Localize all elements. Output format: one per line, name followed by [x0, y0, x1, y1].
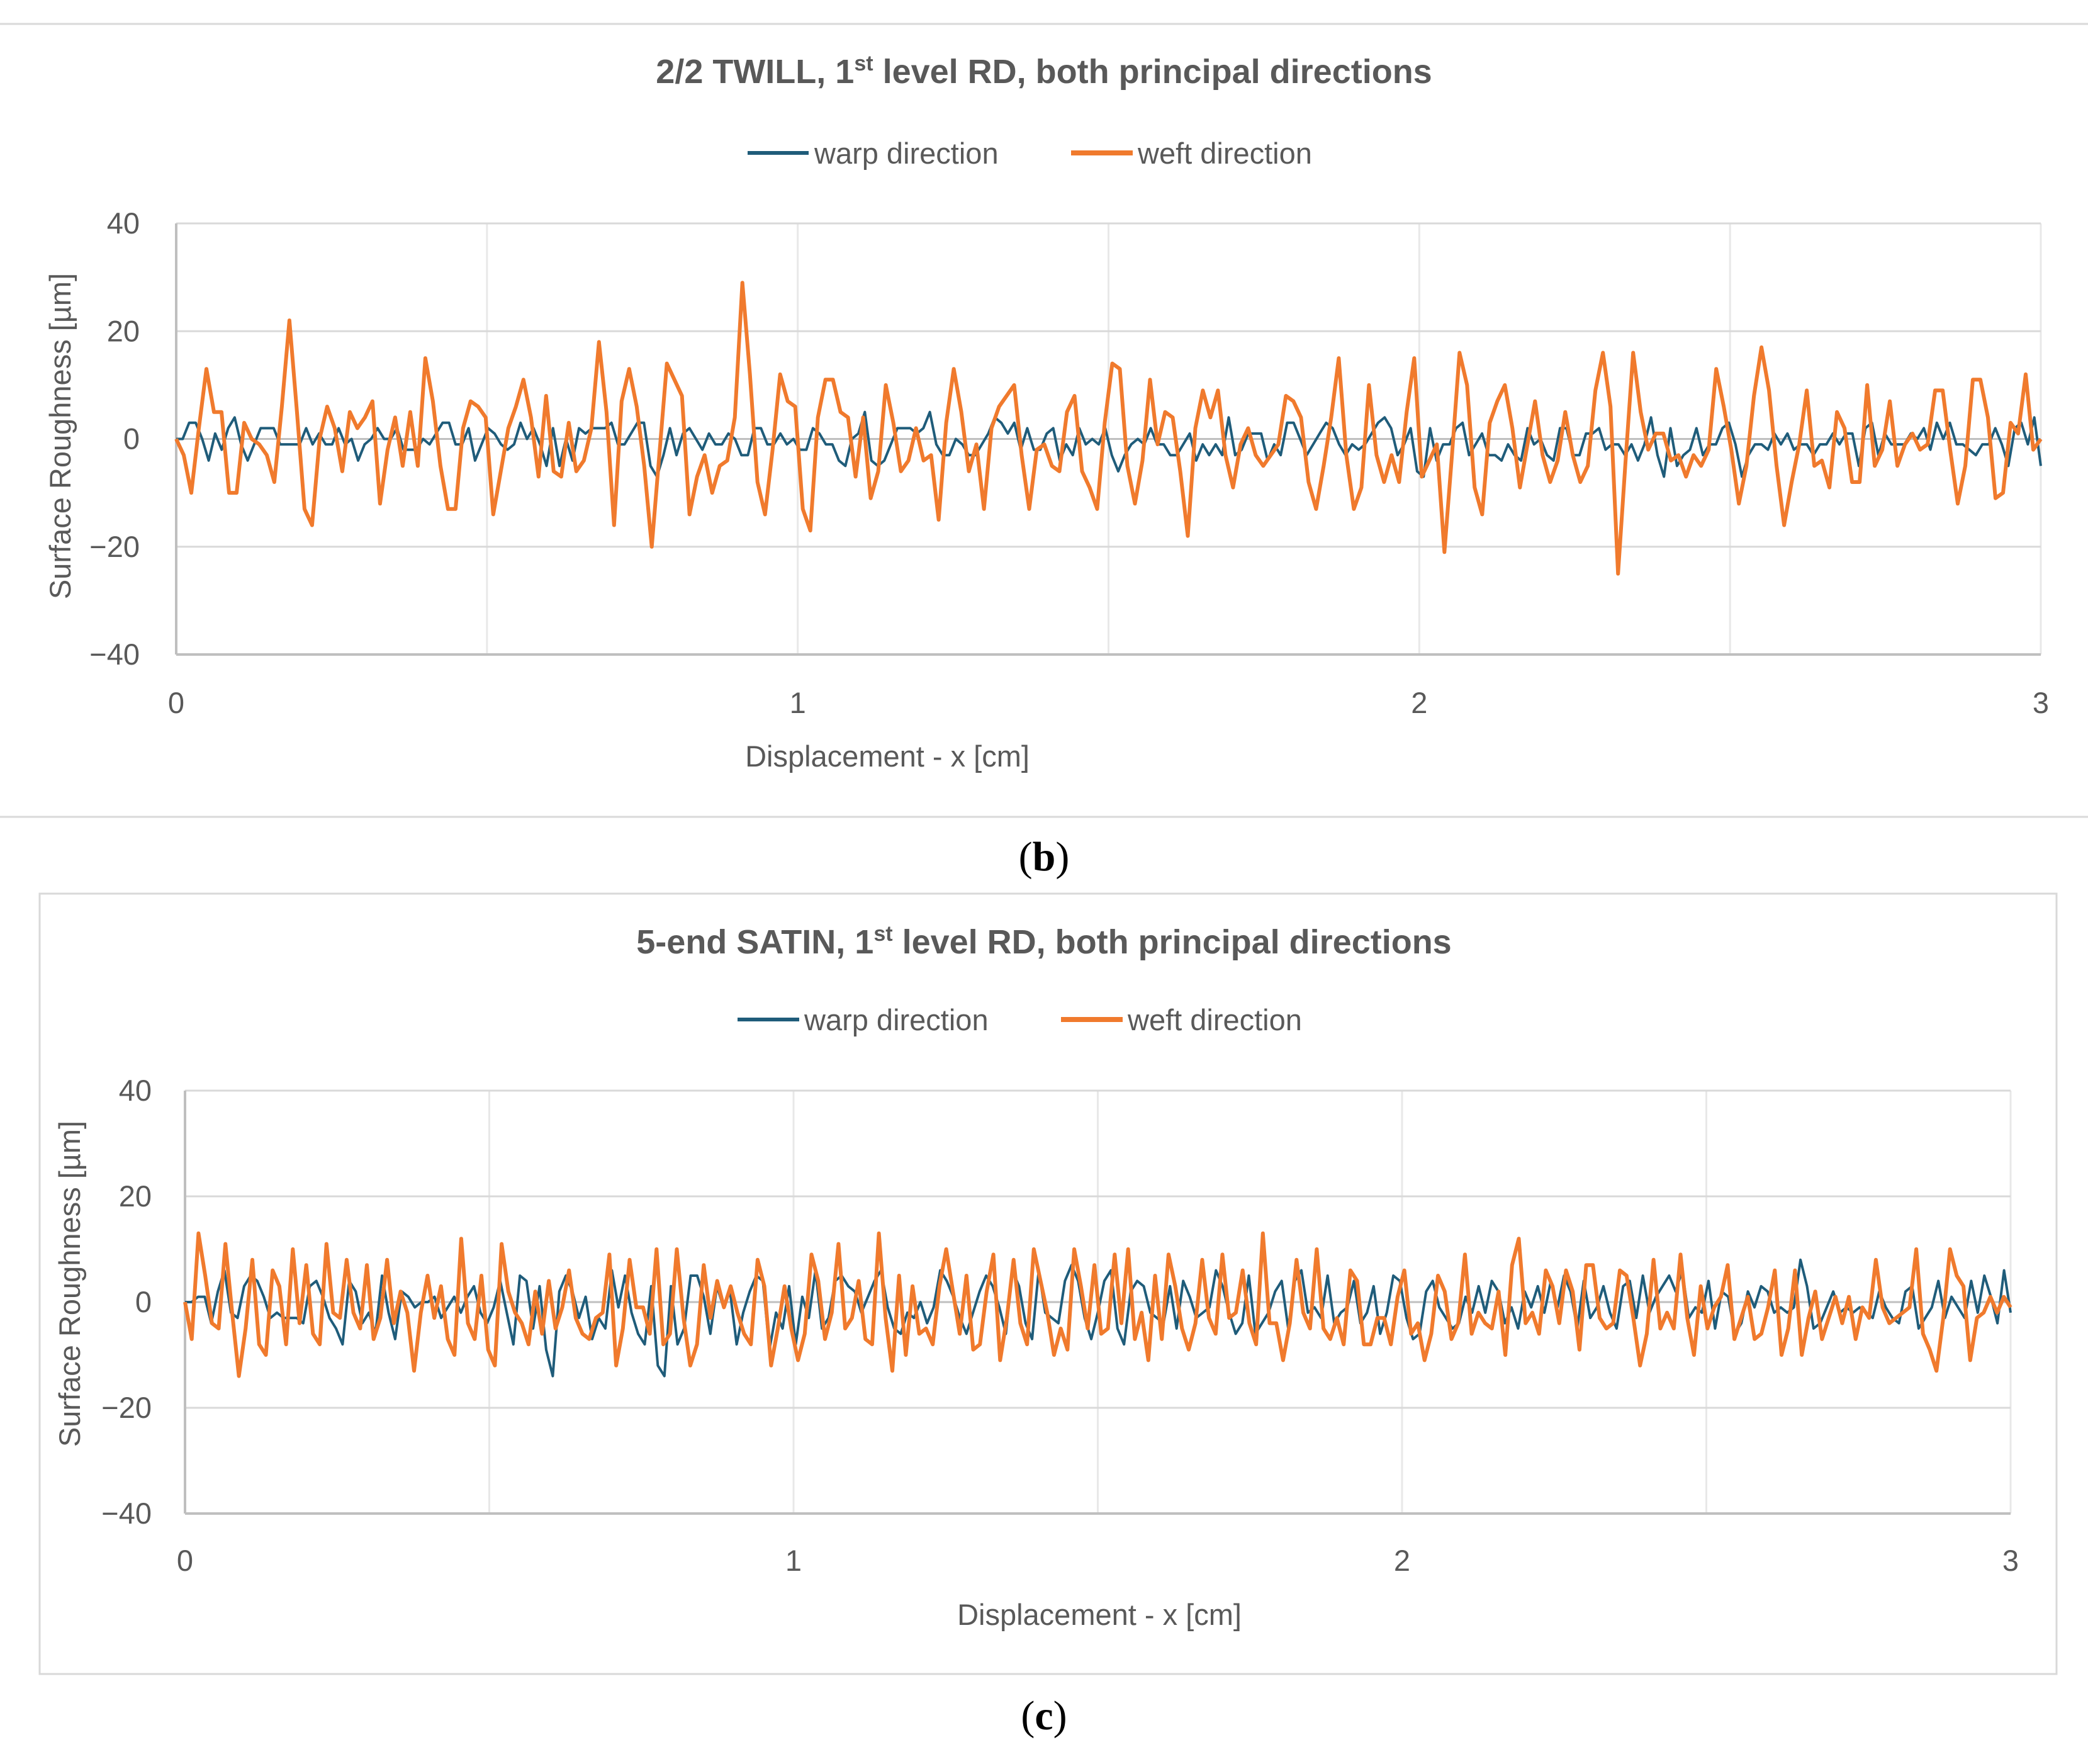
panel-c-title: 5-end SATIN, 1st level RD, both principa…	[636, 922, 1451, 961]
panel-b-y-tick-label: −40	[89, 638, 140, 671]
panel-b-tick-labels: 0 1 2 3 40 20 0 −20 −40	[89, 206, 2049, 719]
panel-c-y-axis-label: Surface Roughness [µm]	[53, 1121, 86, 1447]
panel-c-y-tick-label: 0	[135, 1285, 152, 1318]
panel-b-y-tick-label: 20	[107, 314, 140, 347]
panel-c-border	[38, 892, 2058, 1675]
panel-b-x-axis-label: Displacement - x [cm]	[745, 739, 1030, 773]
panel-c-x-axis-label: Displacement - x [cm]	[957, 1598, 1242, 1631]
panel-b-series	[174, 281, 2043, 576]
panel-c-x-tick-label: 2	[1394, 1544, 1410, 1577]
panel-b-label: (b)	[1019, 834, 1070, 880]
panel-b-legend: warp direction weft direction	[748, 137, 1312, 170]
panel-c-series-weft-direction	[183, 1231, 2012, 1378]
panel-b-series-weft-direction	[174, 281, 2043, 576]
panel-b-x-tick-label: 2	[1411, 686, 1427, 719]
panel-b-x-tick-label: 1	[790, 686, 806, 719]
panel-b-legend-warp-label: warp direction	[814, 137, 999, 170]
panel-b-x-tick-label: 3	[2033, 686, 2049, 719]
panel-b-y-tick-label: −20	[89, 530, 140, 563]
panel-c-y-tick-label: −20	[101, 1391, 152, 1424]
panel-b-y-tick-label: 40	[107, 206, 140, 240]
panel-c-legend-warp-label: warp direction	[804, 1003, 989, 1036]
panel-c-legend: warp direction weft direction	[738, 1003, 1302, 1036]
panel-b-chart: 2/2 TWILL, 1st level RD, both principal …	[0, 23, 2088, 880]
panel-c-y-tick-label: 40	[119, 1074, 152, 1107]
panel-b-y-tick-label: 0	[123, 422, 140, 456]
panel-c-tick-labels: 0 1 2 3 40 20 0 −20 −40	[101, 1074, 2019, 1577]
panel-c-y-tick-label: −40	[101, 1497, 152, 1530]
panel-c-chart: 5-end SATIN, 1st level RD, both principa…	[38, 892, 2058, 1739]
panel-b-y-axis-label: Surface Roughness [µm]	[43, 273, 77, 599]
panel-b-title: 2/2 TWILL, 1st level RD, both principal …	[656, 52, 1432, 91]
panel-c-x-tick-label: 1	[785, 1544, 802, 1577]
panel-c-legend-weft-label: weft direction	[1127, 1003, 1302, 1036]
panel-b-x-tick-label: 0	[168, 686, 184, 719]
panel-c-label: (c)	[1021, 1693, 1067, 1739]
panel-c-series	[183, 1231, 2012, 1378]
panel-c-y-tick-label: 20	[119, 1179, 152, 1213]
panel-b-legend-weft-label: weft direction	[1137, 137, 1312, 170]
panel-c-x-tick-label: 3	[2002, 1544, 2019, 1577]
panel-c-x-tick-label: 0	[177, 1544, 193, 1577]
